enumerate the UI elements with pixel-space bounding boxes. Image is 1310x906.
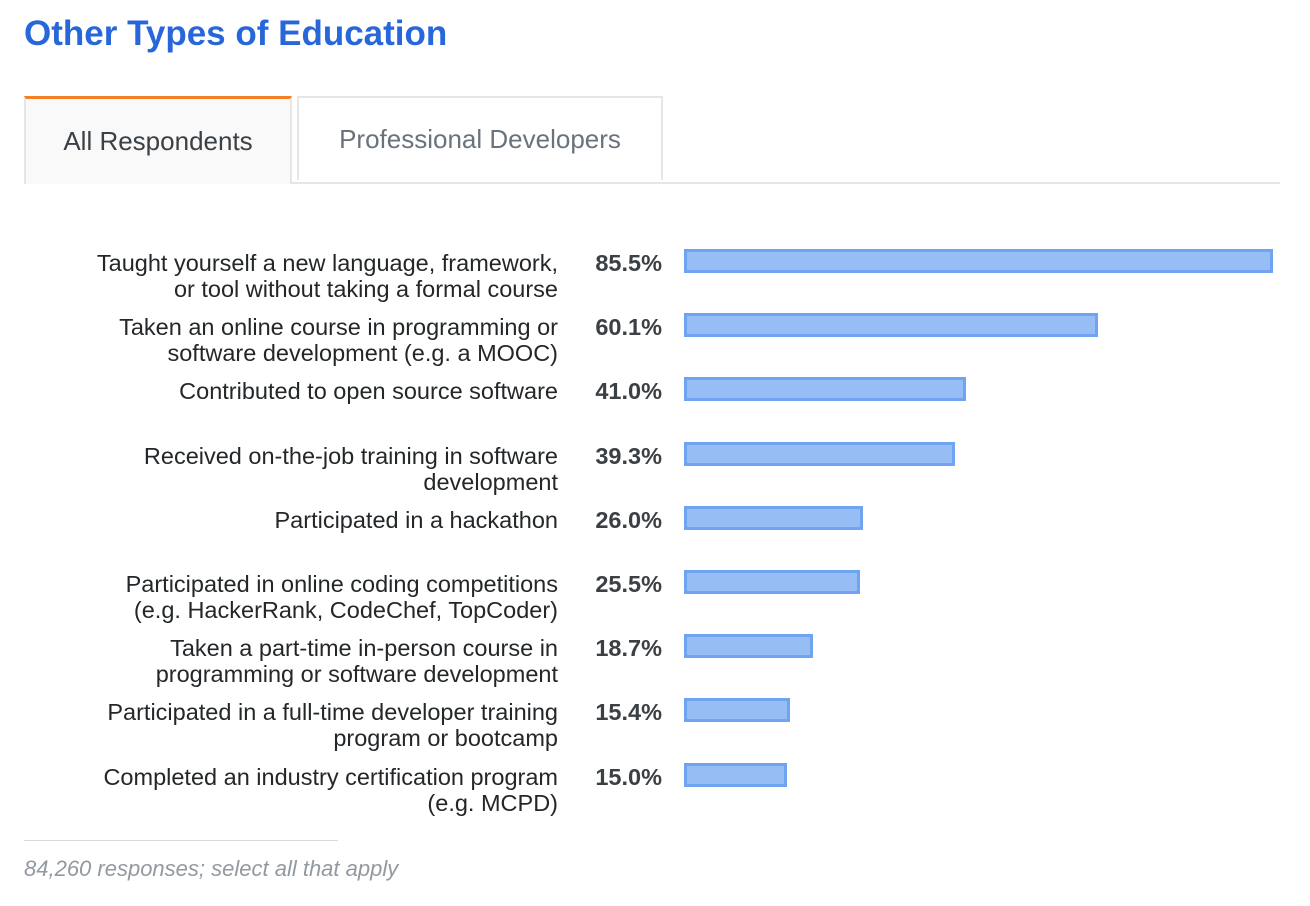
chart-row: Received on-the-job training in software… [0, 433, 1310, 495]
bar [684, 634, 813, 659]
bar [684, 249, 1273, 273]
bar [684, 313, 1098, 338]
tab-all-respondents[interactable]: All Respondents [24, 96, 292, 184]
category-label: Participated in online coding competitio… [20, 571, 558, 623]
value-label: 15.0% [595, 763, 662, 790]
category-label-line: Taught yourself a new language, framewor… [96, 250, 558, 276]
category-label-line: Taken an online course in programming or [119, 314, 558, 341]
value-label: 60.1% [595, 314, 662, 341]
category-label-line: Participated in online coding competitio… [125, 571, 558, 597]
bar [684, 377, 966, 402]
category-label: Taken a part-time in-person course in pro… [20, 635, 558, 687]
chart-row: Taken a part-time in-person course in pro… [0, 625, 1310, 687]
tab-bar: All Respondents Professional Developers [24, 96, 1280, 184]
category-label-line: development [423, 468, 558, 495]
category-label: Participated in a full-time developer tr… [20, 699, 558, 751]
bar [684, 505, 863, 530]
bar [684, 762, 787, 787]
category-label: Contributed to open source software [20, 378, 558, 404]
divider [24, 840, 338, 841]
category-label: Participated in a hackathon [20, 506, 559, 533]
chart-row: Completed an industry certification prog… [0, 754, 1310, 816]
category-label-line: Participated in a hackathon [274, 506, 559, 533]
category-label-line: program or bootcamp [333, 725, 558, 752]
bar-chart: Taught yourself a new language, framewor… [0, 240, 1310, 830]
value-label: 26.0% [595, 506, 662, 533]
category-label-line: software development (e.g. a MOOC) [167, 340, 558, 367]
chart-row: Participated in a hackathon 26.0% [0, 497, 1310, 557]
category-label: Taken an online course in programming or… [20, 314, 558, 366]
chart-row: Taken an online course in programming or… [0, 304, 1310, 366]
category-label-line: or tool without taking a formal course [173, 276, 558, 302]
value-label: 25.5% [595, 571, 662, 597]
value-label: 15.4% [595, 699, 662, 726]
response-count-note: 84,260 responses; select all that apply [24, 856, 399, 881]
category-label-line: programming or software development [155, 661, 558, 688]
bar [684, 698, 790, 723]
value-label: 18.7% [595, 635, 662, 662]
bar [684, 441, 955, 466]
category-label-line: Participated in a full-time developer tr… [107, 699, 558, 726]
category-label-line: (e.g. HackerRank, CodeChef, TopCoder) [133, 597, 558, 623]
category-label-line: Completed an industry certification prog… [103, 763, 558, 790]
category-label-line: Received on-the-job training in software [143, 442, 558, 469]
category-label-line: (e.g. MCPD) [427, 789, 558, 816]
chart-row: Taught yourself a new language, framewor… [0, 240, 1310, 302]
category-label: Received on-the-job training in software… [20, 443, 558, 495]
value-label: 41.0% [595, 378, 662, 405]
category-label: Completed an industry certification prog… [20, 764, 558, 816]
category-label: Taught yourself a new language, framewor… [20, 250, 558, 302]
category-label-line: Taken a part-time in-person course in [170, 635, 558, 662]
chart-row: Participated in a full-time developer tr… [0, 689, 1310, 751]
bar [684, 570, 860, 594]
tab-professional-developers[interactable]: Professional Developers [297, 96, 663, 180]
chart-row: Participated in online coding competitio… [0, 561, 1310, 623]
value-label: 39.3% [595, 442, 662, 469]
category-label-line: Contributed to open source software [179, 378, 558, 405]
section-title: Other Types of Education [24, 14, 448, 53]
value-label: 85.5% [595, 250, 662, 276]
chart-row: Contributed to open source software 41.0% [0, 368, 1310, 428]
